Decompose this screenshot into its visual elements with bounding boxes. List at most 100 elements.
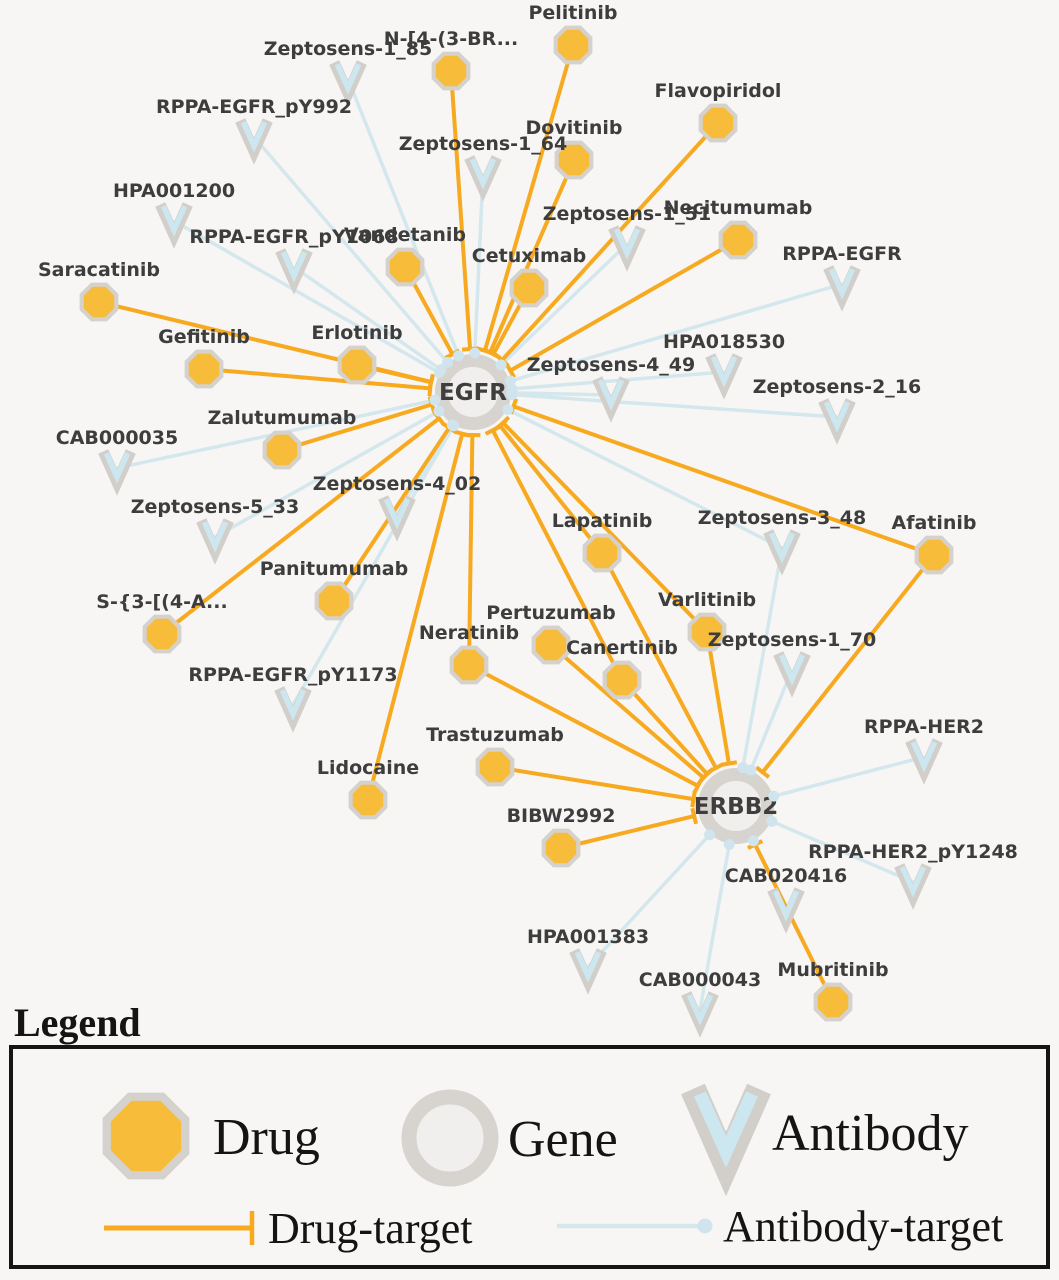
- antibody-target-edge: [346, 78, 461, 357]
- antibody-chevron-icon: [910, 741, 938, 773]
- drug-octagon: [453, 649, 485, 681]
- node-label: Zeptosens-1_85: [264, 38, 432, 60]
- antibody-target-edge: [749, 669, 794, 771]
- drug-target-edge-tee: [484, 424, 501, 436]
- antibody-chevron-icon: [686, 994, 714, 1026]
- drug-octagon: [188, 353, 220, 385]
- node-label: Zalutumumab: [208, 407, 357, 429]
- drug-octagon: [557, 29, 589, 61]
- drug-target-edge: [494, 765, 694, 802]
- node-label: Cetuximab: [472, 245, 586, 267]
- node-label: RPPA-EGFR: [782, 243, 902, 265]
- legend-antibody-label: Antibody: [772, 1105, 968, 1162]
- antibody-chevron-icon: [828, 268, 856, 300]
- drug-octagon: [535, 629, 567, 661]
- drug-node-mubritinib: [813, 982, 853, 1022]
- drug-node-zalutumumab: [262, 430, 302, 470]
- node-label: RPPA-EGFR_pY1173: [188, 664, 397, 686]
- legend-drug-target-icon: [104, 1211, 255, 1245]
- drug-target-edge: [281, 402, 433, 452]
- legend-antibody-icon: [681, 1083, 771, 1197]
- antibody-target-edge: [586, 833, 711, 969]
- antibody-node-z348: [763, 529, 801, 576]
- antibody-target-edge-dot: [723, 838, 735, 850]
- antibody-node-hpa001200: [155, 202, 193, 249]
- antibody-target-edge-dot: [495, 359, 507, 371]
- node-label: Panitumumab: [260, 558, 408, 580]
- drug-octagon: [702, 107, 734, 139]
- drug-octagon: [545, 832, 577, 864]
- antibody-node-z533: [196, 518, 234, 565]
- antibody-target-edge: [252, 135, 449, 364]
- antibody-node-rppaher2: [905, 738, 943, 785]
- antibody-chevron-icon: [240, 121, 268, 153]
- drug-target-edge: [761, 553, 936, 774]
- node-label: Lapatinib: [552, 510, 653, 532]
- drug-octagon: [513, 272, 545, 304]
- drug-node-varlitinib: [687, 612, 727, 652]
- legend-drug-target-label: Drug-target: [268, 1204, 472, 1253]
- antibody-target-edge: [773, 755, 925, 798]
- drug-node-vandetanib: [385, 247, 425, 287]
- antibody-node-cab000035: [98, 449, 136, 496]
- antibody-node-z164: [464, 155, 502, 202]
- drug-node-canertinib: [602, 660, 642, 700]
- antibody-node-cab000043: [681, 991, 719, 1038]
- antibody-node-z402: [378, 495, 416, 542]
- node-label: Zeptosens-3_48: [698, 507, 866, 529]
- antibody-target-edge-dot: [502, 404, 514, 416]
- antibody-target-edge-dot: [766, 815, 778, 827]
- node-label: RPPA-EGFR_pY992: [156, 96, 352, 118]
- antibody-target-edge-dot: [429, 394, 441, 406]
- antibody-chevron-icon: [768, 532, 796, 564]
- drug-target-edge: [600, 552, 718, 769]
- drug-target-edge-tee: [504, 362, 517, 379]
- drug-target-edge: [753, 843, 835, 1003]
- drug-node-cetuximab: [509, 268, 549, 308]
- antibody-chevron-icon: [778, 654, 806, 686]
- antibody-chevron-icon: [469, 158, 497, 190]
- node-label: Afatinib: [891, 512, 976, 534]
- drug-node-trastuzumab: [475, 747, 515, 787]
- antibody-node-py1173: [274, 686, 312, 733]
- drug-node-lapatinib: [582, 533, 622, 573]
- node-label: Zeptosens-1_51: [543, 203, 711, 225]
- antibody-target-edge-dot: [433, 405, 445, 417]
- node-label: Zeptosens-2_16: [753, 376, 921, 398]
- node-label: CAB000043: [639, 969, 761, 991]
- drug-octagon: [586, 537, 618, 569]
- drug-target-edge-tee: [690, 790, 697, 808]
- antibody-target-edge: [509, 282, 843, 383]
- node-label: Necitumumab: [664, 197, 813, 219]
- node-label: Neratinib: [419, 622, 519, 644]
- antibody-node-z170: [773, 651, 811, 698]
- node-label: HPA001200: [113, 180, 235, 202]
- node-label: HPA018530: [663, 331, 785, 353]
- node-label: CAB000035: [56, 427, 178, 449]
- antibody-target-edge: [741, 547, 784, 768]
- antibody-node-z449: [592, 376, 630, 423]
- node-label: N-[4-(3-BR...: [384, 28, 518, 50]
- node-label: Erlotinib: [311, 322, 402, 344]
- drug-target-edge: [467, 434, 475, 666]
- drug-target-edge-tee: [755, 765, 771, 779]
- legend-box: [9, 1045, 1050, 1269]
- legend-title: Legend: [14, 1000, 141, 1045]
- drug-octagon: [918, 539, 950, 571]
- antibody-chevron-icon: [334, 63, 362, 95]
- drug-target-edge: [620, 678, 709, 776]
- node-label: Zeptosens-1_70: [708, 629, 876, 651]
- drug-octagon: [318, 585, 350, 617]
- node-label: RPPA-HER2: [864, 716, 984, 738]
- antibody-target-edge-dot: [435, 364, 447, 376]
- antibody-target-edge: [214, 409, 440, 539]
- antibody-target-edge-dot: [469, 347, 481, 359]
- antibody-chevron-icon: [280, 251, 308, 283]
- antibody-chevron-icon: [613, 228, 641, 260]
- drug-node-bibw2992: [541, 828, 581, 868]
- node-label: Varlitinib: [658, 589, 756, 611]
- drug-node-nbr: [431, 51, 471, 91]
- drug-octagon: [558, 144, 590, 176]
- antibody-chevron-icon: [279, 689, 307, 721]
